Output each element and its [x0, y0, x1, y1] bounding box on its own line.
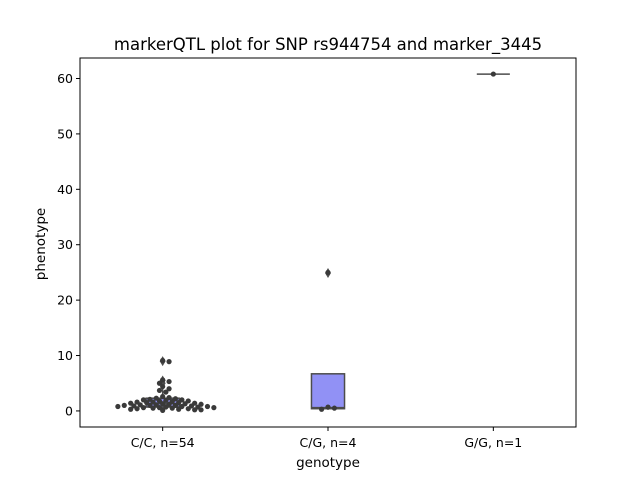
box-body	[310, 373, 346, 410]
data-point	[156, 387, 163, 394]
x-axis-label: genotype	[296, 455, 360, 471]
points-3	[490, 71, 496, 77]
data-point	[160, 401, 166, 407]
data-point	[140, 405, 147, 411]
data-point	[166, 378, 172, 385]
plot-area	[115, 71, 510, 413]
data-point	[331, 405, 337, 411]
data-point	[319, 406, 325, 412]
data-point	[163, 404, 169, 410]
y-tick-label: 50	[57, 126, 73, 141]
data-point	[211, 405, 217, 411]
y-tick-label: 10	[57, 348, 73, 363]
data-point	[325, 404, 331, 410]
data-point	[325, 269, 331, 276]
data-point	[163, 397, 169, 404]
data-point	[176, 406, 182, 412]
data-point	[160, 393, 166, 400]
data-point	[490, 71, 496, 77]
y-tick-label: 60	[57, 71, 73, 86]
x-tick-label: C/G, n=4	[300, 435, 357, 450]
data-point	[160, 407, 166, 413]
y-axis: 0 10 20 30 40 50 60	[57, 71, 80, 418]
data-point	[198, 407, 204, 413]
data-point	[166, 359, 172, 365]
data-point	[160, 357, 166, 364]
data-point	[160, 383, 166, 390]
points-2	[319, 269, 337, 412]
data-point	[204, 403, 211, 410]
x-axis: C/C, n=54 C/G, n=4 G/G, n=1	[131, 427, 522, 450]
data-point	[169, 405, 175, 411]
data-point	[166, 386, 172, 392]
plot-frame	[79, 57, 577, 428]
data-point	[121, 402, 127, 408]
chart-title: markerQTL plot for SNP rs944754 and mark…	[114, 35, 542, 55]
data-point	[156, 380, 163, 386]
y-tick-label: 20	[57, 293, 73, 308]
x-tick-label: G/G, n=1	[464, 435, 522, 450]
data-point	[128, 406, 134, 412]
y-tick-label: 30	[57, 237, 73, 252]
data-point	[150, 405, 156, 411]
x-tick-label: C/C, n=54	[131, 435, 195, 450]
data-point	[160, 377, 166, 383]
points-1	[115, 357, 217, 413]
data-point	[163, 389, 169, 395]
box-2	[310, 267, 346, 410]
y-axis-label: phenotype	[33, 208, 49, 280]
data-point	[192, 407, 198, 413]
y-tick-label: 0	[65, 403, 73, 418]
data-point	[185, 406, 191, 412]
data-point	[134, 406, 140, 412]
y-tick-label: 40	[57, 182, 73, 197]
data-point	[115, 403, 121, 410]
